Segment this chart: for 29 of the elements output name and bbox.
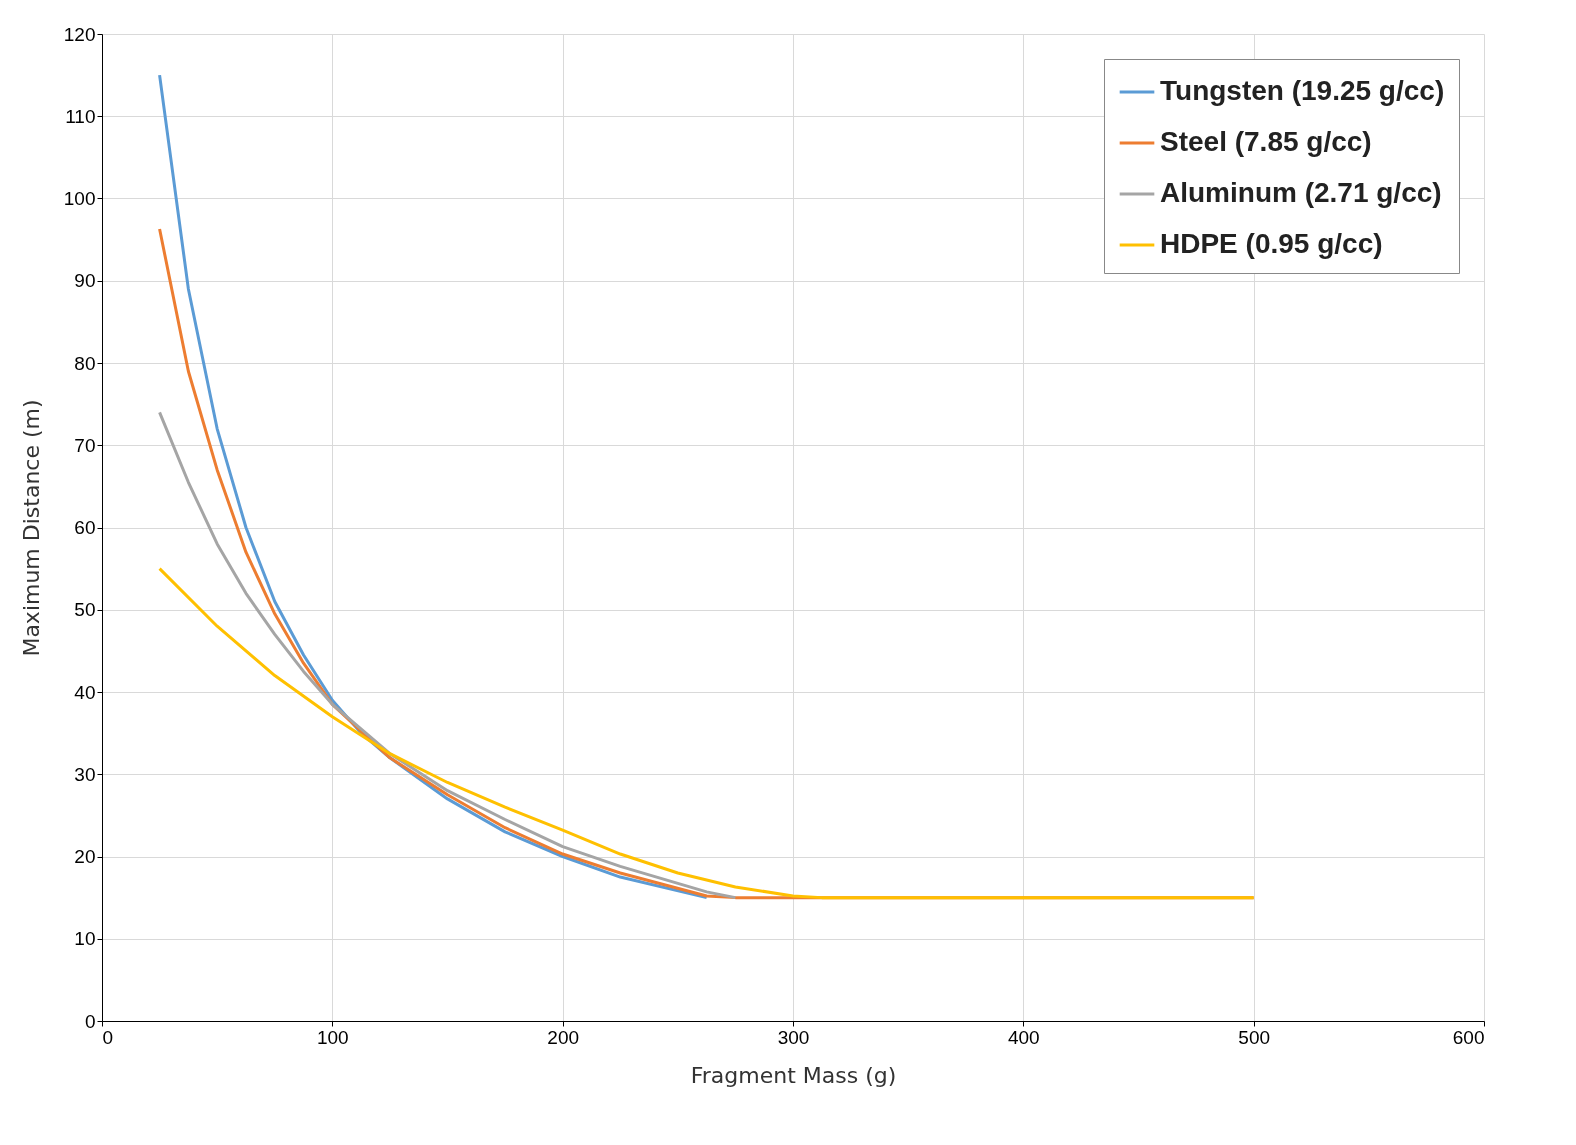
legend-label: Aluminum (2.71 g/cc) [1160,177,1442,208]
legend-label: Steel (7.85 g/cc) [1160,126,1372,157]
y-tick-label: 20 [74,846,96,867]
line-series [158,567,1256,900]
y-tick-label: 10 [74,928,96,950]
y-tick-label: 120 [63,23,96,45]
y-tick-label: 100 [63,188,96,209]
y-tick-label: 90 [74,270,96,292]
x-tick-label: 0 [102,1026,114,1048]
x-tick-label: 500 [1238,1026,1271,1048]
x-tick-label: 300 [777,1026,810,1048]
line-series [158,410,737,900]
y-tick-label: 80 [74,352,96,374]
y-tick-label: 50 [74,599,96,621]
x-tick-label: 200 [547,1026,580,1048]
x-tick-label: 600 [1452,1026,1485,1048]
y-tick-label: 40 [74,681,96,703]
y-tick-label: 110 [65,105,96,127]
line-series [158,73,709,900]
y-tick-label: 70 [74,434,96,456]
y-tick-label: 60 [74,517,96,538]
y-tick-label: 0 [84,1010,96,1032]
y-axis-title: Maximum Distance (m) [18,399,44,657]
legend-label: Tungsten (19.25 g/cc) [1160,75,1445,106]
y-tick-label: 30 [74,763,96,785]
x-tick-label: 400 [1007,1026,1040,1048]
x-axis-title: Fragment Mass (g) [690,1062,897,1088]
x-tick-label: 100 [316,1026,349,1048]
legend-label: HDPE (0.95 g/cc) [1160,228,1383,259]
